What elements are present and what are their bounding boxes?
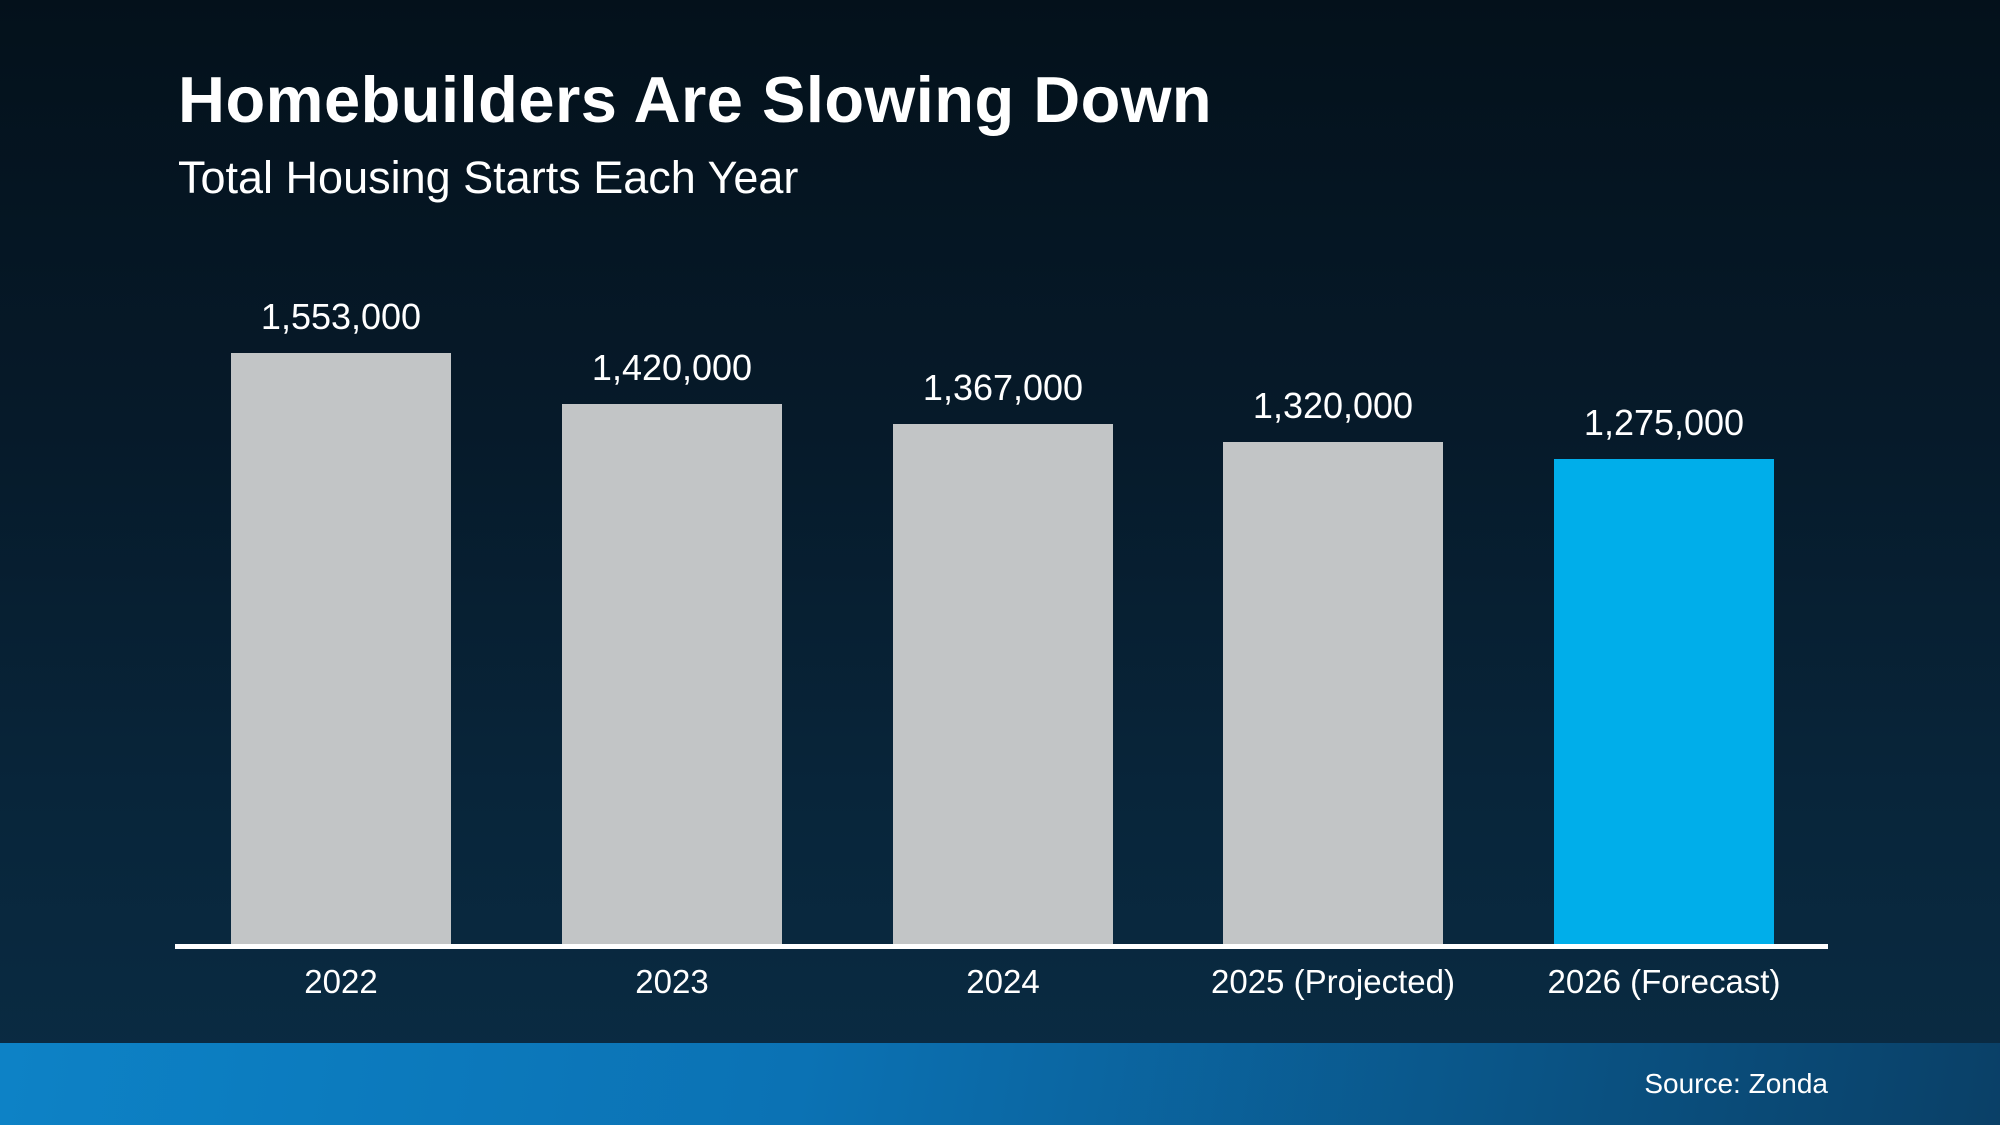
bar-value-label: 1,275,000: [1583, 402, 1745, 443]
bar: [562, 404, 782, 944]
x-axis-line: [175, 944, 1828, 949]
bar: [231, 353, 451, 944]
bar: [893, 424, 1113, 944]
bar: [1554, 459, 1774, 944]
x-axis-label: 2022: [304, 963, 378, 1000]
x-axis-label: 2025 (Projected): [1211, 963, 1455, 1000]
bar-value-label: 1,420,000: [591, 347, 753, 388]
chart-title: Homebuilders Are Slowing Down: [178, 63, 1213, 136]
bar-value-label: 1,367,000: [922, 367, 1084, 408]
x-axis-label: 2023: [635, 963, 709, 1000]
bar-value-label: 1,553,000: [260, 296, 422, 337]
source-text: Source: Zonda: [1644, 1068, 1828, 1099]
bar-value-label: 1,320,000: [1252, 385, 1414, 426]
x-axis-label: 2026 (Forecast): [1547, 963, 1781, 1000]
x-axis-label: 2024: [966, 963, 1040, 1000]
chart-subtitle: Total Housing Starts Each Year: [178, 152, 799, 203]
bar: [1223, 442, 1443, 944]
source-strip: Source: Zonda: [0, 1043, 2000, 1125]
